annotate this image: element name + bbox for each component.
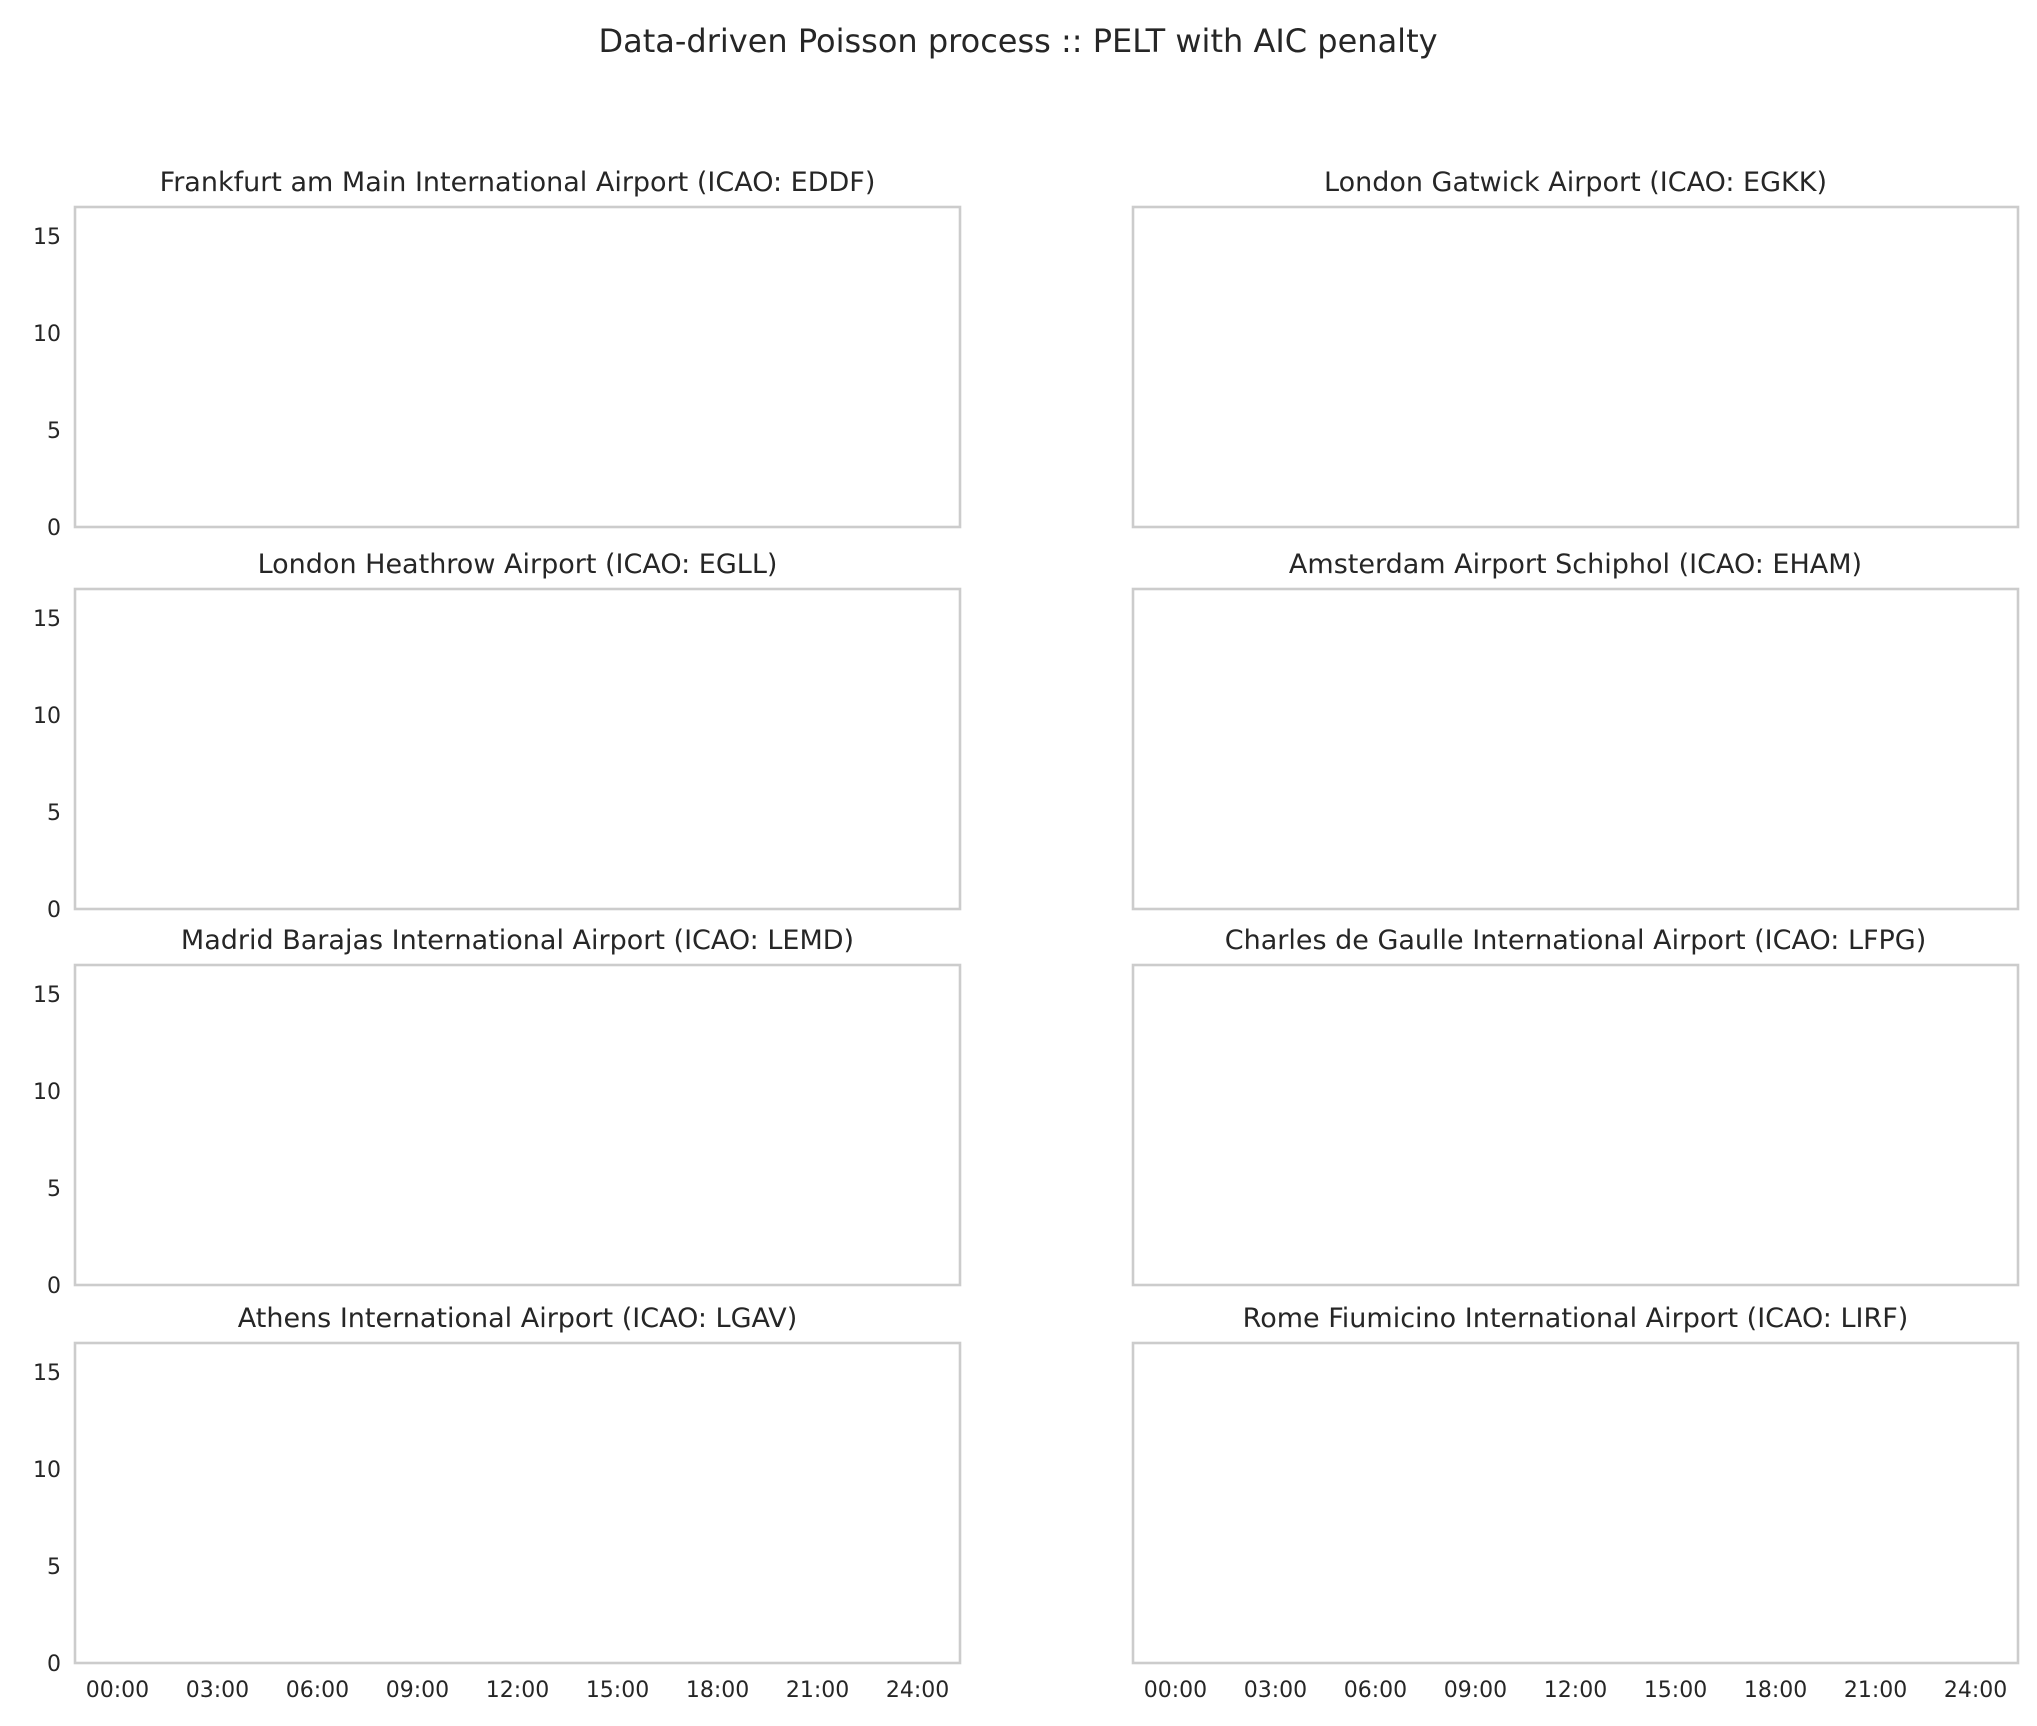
y-tick-label: 10 (33, 322, 61, 347)
y-tick-label: 0 (47, 898, 61, 923)
panel-5: Charles de Gaulle International Airport … (1131, 925, 2020, 1287)
panel-title: Madrid Barajas International Airport (IC… (181, 925, 854, 956)
panel-title: Amsterdam Airport Schiphol (ICAO: EHAM) (1289, 549, 1862, 580)
plot-frame (1131, 587, 2020, 911)
plot-frame (73, 205, 962, 529)
y-tick-label: 5 (47, 419, 61, 444)
panel-0: 0 5 10 15 Frankfurt am Main International Ai… (33, 167, 962, 541)
figure-title: Data-driven Poisson process :: PELT with… (598, 22, 1437, 60)
y-tick-label: 10 (33, 1080, 61, 1105)
panel-2: 0 5 10 15 London Heathrow Airport (ICAO: EGL… (33, 549, 962, 923)
y-tick-label: 5 (47, 801, 61, 826)
panel-4: 0 5 10 15 Madrid Barajas International Airpo… (33, 925, 962, 1299)
panel-title: London Heathrow Airport (ICAO: EGLL) (258, 549, 778, 580)
y-tick-label: 15 (33, 983, 61, 1008)
panel-1: London Gatwick Airport (ICAO: EGKK) (1131, 167, 2020, 529)
y-tick-label: 0 (47, 516, 61, 541)
plot-frame (73, 963, 962, 1287)
panel-title: London Gatwick Airport (ICAO: EGKK) (1324, 167, 1827, 198)
y-tick-label: 15 (33, 607, 61, 632)
panel-3: Amsterdam Airport Schiphol (ICAO: EHAM) (1131, 549, 2020, 911)
panel-title: Frankfurt am Main International Airport … (160, 167, 876, 198)
y-tick-label: 5 (47, 1177, 61, 1202)
panels: 0 5 10 15 Frankfurt am Main International Ai… (33, 167, 2020, 1703)
plot-frame (73, 587, 962, 911)
plot-frame (1131, 205, 2020, 529)
y-tick-label: 0 (47, 1274, 61, 1299)
y-tick-label: 15 (33, 225, 61, 250)
y-tick-label: 10 (33, 704, 61, 729)
